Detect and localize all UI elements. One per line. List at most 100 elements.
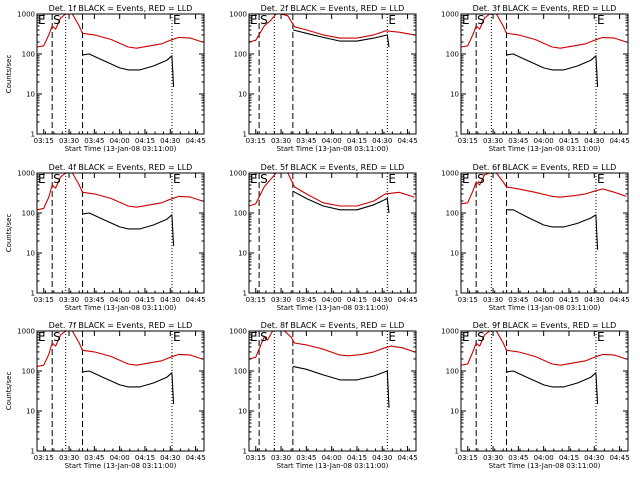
x-tick-label: 04:00	[322, 296, 342, 304]
x-tick-label: 04:15	[347, 296, 367, 304]
event-marker-label: E	[462, 330, 470, 344]
x-axis-label: Start Time (13-Jan-08 03:11:00)	[65, 304, 177, 312]
y-tick-label: 1000	[229, 328, 247, 336]
y-tick-label: 1000	[441, 11, 459, 19]
x-tick-label: 04:30	[160, 137, 180, 145]
x-axis-label: Start Time (13-Jan-08 03:11:00)	[489, 145, 601, 153]
y-tick-label: 10	[450, 91, 459, 99]
x-tick-label: 04:15	[135, 296, 155, 304]
event-marker-label: E	[388, 13, 396, 27]
y-axis-label: Counts/sec	[5, 55, 13, 94]
event-marker-label: E	[173, 13, 181, 27]
x-axis-label: Start Time (13-Jan-08 03:11:00)	[277, 462, 389, 470]
x-tick-label: 04:00	[534, 137, 554, 145]
panel-title: Det. 7f BLACK = Events, RED = LLD	[49, 321, 193, 330]
x-tick-label: 04:30	[372, 454, 392, 462]
x-tick-label: 04:45	[397, 296, 417, 304]
x-tick-label: 03:45	[508, 454, 528, 462]
y-tick-label: 100	[22, 368, 35, 376]
x-tick-label: 04:45	[609, 296, 629, 304]
x-tick-label: 04:15	[347, 137, 367, 145]
x-tick-label: 04:15	[135, 137, 155, 145]
x-tick-label: 03:15	[34, 296, 54, 304]
event-marker-label: E	[250, 330, 258, 344]
y-tick-label: 1000	[441, 328, 459, 336]
x-axis-label: Start Time (13-Jan-08 03:11:00)	[65, 462, 177, 470]
series-line	[506, 53, 599, 88]
panel: 1 10 100 1000 03:15 03:30 03:45 04:00 04:15 04:30…	[229, 321, 417, 470]
y-tick-label: 10	[238, 250, 247, 258]
plot-frame	[460, 172, 629, 294]
y-tick-label: 10	[26, 250, 35, 258]
y-tick-label: 100	[446, 368, 459, 376]
x-axis-label: Start Time (13-Jan-08 03:11:00)	[65, 145, 177, 153]
x-tick-label: 03:45	[84, 137, 104, 145]
x-tick-label: 04:00	[110, 296, 130, 304]
x-axis-label: Start Time (13-Jan-08 03:11:00)	[277, 304, 389, 312]
event-marker-label: E	[388, 172, 396, 186]
y-tick-label: 1	[455, 131, 459, 139]
x-tick-label: 03:15	[246, 454, 266, 462]
panel-title: Det. 2f BLACK = Events, RED = LLD	[261, 4, 405, 13]
x-tick-label: 04:30	[160, 454, 180, 462]
series-line	[460, 172, 627, 205]
y-tick-label: 1	[455, 290, 459, 298]
panel-title: Det. 5f BLACK = Events, RED = LLD	[261, 163, 405, 172]
x-tick-label: 03:30	[483, 137, 503, 145]
x-tick-label: 04:15	[135, 454, 155, 462]
y-tick-label: 1000	[17, 11, 35, 19]
x-tick-label: 04:30	[372, 296, 392, 304]
event-marker-label: E	[173, 330, 181, 344]
panel: 1 10 100 1000 03:15 03:30 03:45 04:00 04:15 04:30…	[441, 163, 629, 312]
x-tick-label: 03:30	[59, 137, 79, 145]
x-tick-label: 03:45	[296, 296, 316, 304]
event-marker-label: S	[477, 330, 485, 344]
y-tick-label: 1	[31, 448, 35, 456]
panel: 1 10 100 1000 03:15 03:30 03:45 04:00 04:15 04:30…	[5, 321, 206, 470]
y-tick-label: 1	[243, 448, 247, 456]
series-line	[292, 29, 390, 48]
event-marker-label: S	[53, 172, 61, 186]
panel-title: Det. 4f BLACK = Events, RED = LLD	[49, 163, 193, 172]
y-tick-label: 100	[234, 368, 247, 376]
x-tick-label: 03:45	[84, 454, 104, 462]
plot-frame	[36, 13, 205, 135]
panel: 1 10 100 1000 03:15 03:30 03:45 04:00 04:15 04:30…	[441, 4, 629, 153]
x-tick-label: 04:45	[397, 137, 417, 145]
panel: 1 10 100 1000 03:15 03:30 03:45 04:00 04:15 04:30…	[5, 4, 206, 153]
x-tick-label: 03:15	[246, 137, 266, 145]
x-tick-label: 03:45	[508, 296, 528, 304]
panel: 1 10 100 1000 03:15 03:30 03:45 04:00 04:15 04:30…	[229, 4, 417, 153]
x-tick-label: 04:00	[534, 454, 554, 462]
series-line	[506, 209, 599, 250]
event-marker-label: S	[477, 172, 485, 186]
y-tick-label: 1	[243, 131, 247, 139]
x-tick-label: 04:45	[609, 454, 629, 462]
y-tick-label: 100	[22, 51, 35, 59]
event-marker-label: S	[477, 13, 485, 27]
x-tick-label: 04:00	[322, 454, 342, 462]
x-tick-label: 03:30	[483, 454, 503, 462]
x-axis-label: Start Time (13-Jan-08 03:11:00)	[489, 462, 601, 470]
event-marker-label: S	[260, 13, 268, 27]
plot-frame	[460, 13, 629, 135]
y-axis-label: Counts/sec	[5, 214, 13, 253]
y-tick-label: 10	[238, 408, 247, 416]
x-tick-label: 03:30	[59, 454, 79, 462]
x-tick-label: 04:45	[185, 454, 205, 462]
y-tick-label: 10	[450, 408, 459, 416]
x-tick-label: 04:30	[584, 296, 604, 304]
y-tick-label: 1	[243, 290, 247, 298]
event-marker-label: S	[53, 13, 61, 27]
event-marker-label: E	[38, 172, 46, 186]
x-tick-label: 04:00	[110, 454, 130, 462]
series-line	[248, 330, 415, 360]
event-marker-label: E	[388, 330, 396, 344]
y-tick-label: 100	[446, 210, 459, 218]
x-axis-label: Start Time (13-Jan-08 03:11:00)	[489, 304, 601, 312]
y-tick-label: 100	[234, 210, 247, 218]
y-tick-label: 10	[450, 250, 459, 258]
event-marker-label: E	[250, 172, 258, 186]
